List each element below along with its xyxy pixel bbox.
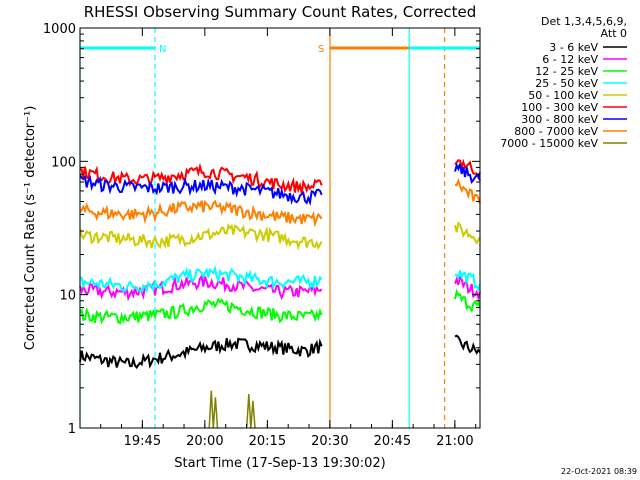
series-line: [208, 390, 219, 429]
series-line: [79, 223, 323, 251]
legend-header-line-1: Det 1,3,4,5,6,9,: [541, 15, 627, 28]
y-axis-label: Corrected Count Rate (s⁻¹ detector⁻¹): [23, 106, 38, 351]
x-tick-label: 20:15: [249, 434, 286, 449]
flag-label: S: [318, 44, 324, 55]
series-line: [79, 273, 323, 302]
x-tick-label: 20:30: [311, 434, 348, 449]
legend-label: 12 - 25 keV: [535, 65, 598, 78]
chart-title: RHESSI Observing Summary Count Rates, Co…: [84, 3, 477, 21]
series-line: [79, 265, 323, 294]
series-line: [454, 177, 481, 205]
legend-label: 300 - 800 keV: [521, 113, 598, 126]
legend-label: 7000 - 15000 keV: [500, 137, 598, 150]
plot-frame: [79, 27, 481, 429]
series-line: [79, 337, 323, 370]
y-tick-label: 100: [51, 155, 76, 170]
y-tick-label: 10: [59, 289, 76, 304]
legend-label: 3 - 6 keV: [549, 41, 598, 54]
series-line: [454, 162, 481, 184]
x-tick-label: 20:00: [186, 434, 223, 449]
series-line: [79, 199, 323, 228]
x-tick-label: 21:00: [436, 434, 473, 449]
legend-label: 6 - 12 keV: [542, 53, 598, 66]
series-line: [79, 174, 323, 207]
legend-label: 25 - 50 keV: [535, 77, 598, 90]
series-line: [454, 334, 481, 355]
y-tick-label: 1000: [43, 22, 76, 37]
legend-label: 800 - 7000 keV: [514, 125, 598, 138]
x-axis-label: Start Time (17-Sep-13 19:30:02): [174, 456, 385, 471]
series-line: [454, 270, 481, 292]
series-line: [80, 162, 323, 194]
timestamp: 22-Oct-2021 08:39: [561, 467, 637, 476]
legend-header-line-2: Att 0: [601, 27, 627, 40]
legend-label: 50 - 100 keV: [528, 89, 598, 102]
x-tick-label: 19:45: [124, 434, 161, 449]
series-line: [454, 158, 481, 180]
series-line: [79, 297, 323, 325]
x-tick-label: 20:45: [374, 434, 411, 449]
flag-label: N: [159, 44, 166, 55]
series-line: [454, 288, 481, 314]
series-line: [245, 393, 256, 429]
series-line: [454, 275, 481, 302]
legend-label: 100 - 300 keV: [521, 101, 598, 114]
axes: 19:45 20:00 20:15 20:30 20:45 21:00 1 10 100 1000: [43, 22, 481, 449]
y-tick-label: 1: [68, 422, 76, 437]
series-line: [454, 221, 481, 245]
